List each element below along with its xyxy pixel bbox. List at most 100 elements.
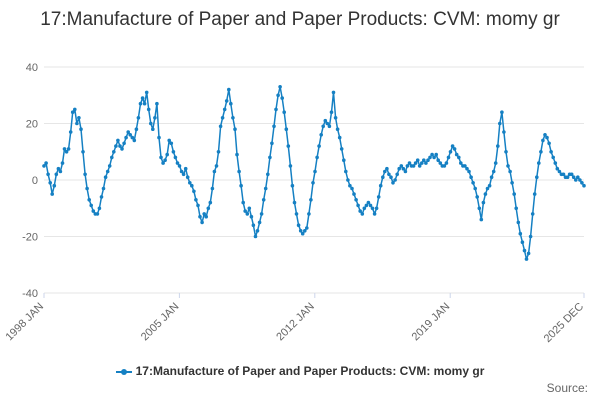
data-point[interactable] xyxy=(153,116,157,120)
data-point[interactable] xyxy=(329,110,334,114)
data-point[interactable] xyxy=(48,181,52,185)
data-point[interactable] xyxy=(372,212,377,216)
data-point[interactable] xyxy=(46,172,50,177)
data-point[interactable] xyxy=(229,101,233,106)
data-point[interactable] xyxy=(79,127,83,131)
data-point[interactable] xyxy=(498,121,502,126)
data-point[interactable] xyxy=(192,189,196,194)
data-point[interactable] xyxy=(413,161,418,165)
data-point[interactable] xyxy=(114,144,118,148)
data-point[interactable] xyxy=(487,183,492,188)
data-point[interactable] xyxy=(547,141,551,146)
data-point[interactable] xyxy=(434,152,439,157)
data-point[interactable] xyxy=(381,175,385,179)
data-point[interactable] xyxy=(286,144,291,148)
data-point[interactable] xyxy=(528,234,533,239)
data-point[interactable] xyxy=(422,158,426,162)
data-point[interactable] xyxy=(368,203,373,208)
data-point[interactable] xyxy=(52,183,57,188)
data-point[interactable] xyxy=(473,186,478,191)
data-point[interactable] xyxy=(442,164,447,168)
data-point[interactable] xyxy=(569,172,574,177)
data-point[interactable] xyxy=(239,183,243,188)
data-point[interactable] xyxy=(510,181,514,185)
data-point[interactable] xyxy=(292,200,297,205)
data-point[interactable] xyxy=(537,161,541,165)
data-point[interactable] xyxy=(383,169,387,174)
data-point[interactable] xyxy=(319,133,324,137)
data-point[interactable] xyxy=(348,183,352,188)
data-point[interactable] xyxy=(376,195,381,199)
data-point[interactable] xyxy=(483,192,488,196)
data-point[interactable] xyxy=(68,130,73,134)
data-point[interactable] xyxy=(317,144,321,148)
data-point[interactable] xyxy=(389,175,393,179)
data-point[interactable] xyxy=(181,172,186,177)
data-point[interactable] xyxy=(241,200,245,205)
data-point[interactable] xyxy=(122,141,126,146)
data-point[interactable] xyxy=(411,164,416,168)
data-point[interactable] xyxy=(315,155,319,160)
data-point[interactable] xyxy=(450,144,455,148)
data-point[interactable] xyxy=(140,96,145,100)
data-point[interactable] xyxy=(522,248,527,253)
data-point[interactable] xyxy=(354,198,358,202)
data-point[interactable] xyxy=(504,150,508,154)
data-point[interactable] xyxy=(385,166,389,171)
data-point[interactable] xyxy=(337,135,342,140)
data-point[interactable] xyxy=(420,161,424,165)
data-point[interactable] xyxy=(87,198,91,202)
data-point[interactable] xyxy=(516,220,521,225)
data-point[interactable] xyxy=(350,186,354,191)
data-point[interactable] xyxy=(235,152,239,157)
data-point[interactable] xyxy=(282,110,287,114)
data-point[interactable] xyxy=(339,147,344,151)
data-point[interactable] xyxy=(405,164,410,168)
data-point[interactable] xyxy=(463,164,467,168)
data-point[interactable] xyxy=(444,161,449,165)
data-point[interactable] xyxy=(397,166,402,171)
data-point[interactable] xyxy=(512,192,516,196)
data-point[interactable] xyxy=(91,209,96,213)
data-point[interactable] xyxy=(75,121,79,126)
data-point[interactable] xyxy=(342,158,346,162)
data-point[interactable] xyxy=(469,175,473,179)
data-point[interactable] xyxy=(110,155,114,160)
data-point[interactable] xyxy=(526,251,531,256)
data-point[interactable] xyxy=(163,158,167,162)
data-point[interactable] xyxy=(555,166,560,171)
data-point[interactable] xyxy=(399,164,404,168)
data-point[interactable] xyxy=(360,212,365,216)
data-point[interactable] xyxy=(142,101,147,106)
data-point[interactable] xyxy=(500,110,504,114)
data-point[interactable] xyxy=(415,158,420,162)
data-point[interactable] xyxy=(454,152,459,157)
data-point[interactable] xyxy=(465,166,469,171)
data-point[interactable] xyxy=(561,172,566,177)
data-point[interactable] xyxy=(259,212,264,216)
data-point[interactable] xyxy=(565,175,570,179)
data-point[interactable] xyxy=(327,124,332,129)
data-point[interactable] xyxy=(452,147,457,151)
data-point[interactable] xyxy=(249,214,254,219)
data-point[interactable] xyxy=(446,155,451,160)
data-point[interactable] xyxy=(270,141,274,146)
data-point[interactable] xyxy=(493,161,498,165)
data-point[interactable] xyxy=(395,172,400,177)
data-point[interactable] xyxy=(227,87,231,92)
data-point[interactable] xyxy=(333,116,338,120)
data-point[interactable] xyxy=(144,90,149,95)
data-point[interactable] xyxy=(218,124,223,129)
data-point[interactable] xyxy=(496,144,500,148)
data-point[interactable] xyxy=(255,229,260,233)
data-point[interactable] xyxy=(126,130,130,134)
data-point[interactable] xyxy=(298,229,303,233)
data-point[interactable] xyxy=(60,161,65,165)
data-point[interactable] xyxy=(290,183,295,188)
data-point[interactable] xyxy=(272,124,276,129)
data-point[interactable] xyxy=(103,175,108,179)
data-point[interactable] xyxy=(253,234,258,239)
data-point[interactable] xyxy=(370,206,375,211)
legend[interactable]: 17:Manufacture of Paper and Paper Produc… xyxy=(0,364,600,378)
data-point[interactable] xyxy=(70,110,75,114)
